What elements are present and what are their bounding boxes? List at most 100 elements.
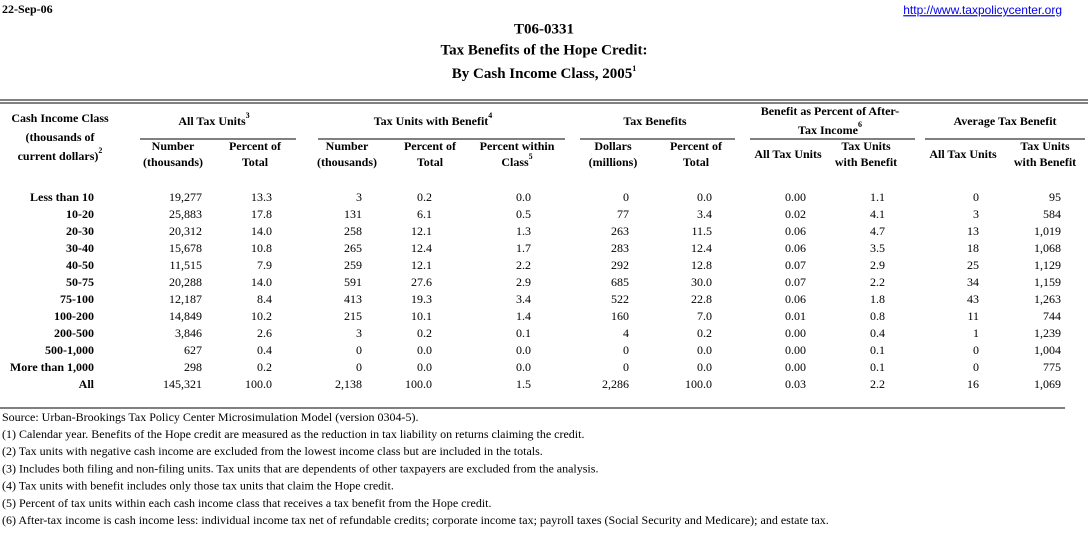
row-label: More than 1,000 [10, 360, 94, 374]
column-header: Total [417, 155, 444, 169]
column-header-text: (thousands) [317, 155, 377, 169]
cell: 3.4 [516, 292, 531, 306]
column-header-text: Percent of [404, 139, 457, 153]
cell: 0.4 [870, 326, 885, 340]
column-header-text: Number [326, 139, 369, 153]
cell: 1,019 [1034, 224, 1061, 238]
column-header-text: Number [152, 139, 195, 153]
cell: 2.2 [516, 258, 531, 272]
row-label: All [79, 377, 95, 391]
website-link[interactable]: http://www.taxpolicycenter.org [903, 3, 1062, 17]
cell: 1,263 [1034, 292, 1061, 306]
cell: 0.03 [785, 377, 806, 391]
cell: 0 [356, 360, 362, 374]
cell: 0.07 [785, 275, 806, 289]
row-header: Cash Income Class [11, 111, 109, 125]
column-header-text: Total [242, 155, 269, 169]
cell: 10.1 [411, 309, 432, 323]
cell: 1,159 [1034, 275, 1061, 289]
cell: 0.5 [516, 207, 531, 221]
group-header-text: Benefit as Percent of After- [761, 104, 900, 118]
footnote-marker: 4 [488, 111, 492, 120]
cell: 3.5 [870, 241, 885, 255]
cell: 0.06 [785, 224, 806, 238]
footnote-marker: 5 [529, 152, 533, 161]
cell: 0.00 [785, 190, 806, 204]
column-header-text: Dollars [594, 139, 632, 153]
cell: 2.6 [257, 326, 272, 340]
group-header-text: Tax Income [798, 123, 859, 137]
group-header-text: Average Tax Benefit [953, 114, 1056, 128]
column-header-text: Percent of [229, 139, 282, 153]
cell: 3 [356, 326, 362, 340]
cell: 0.06 [785, 241, 806, 255]
row-label: 200-500 [54, 326, 94, 340]
cell: 10.8 [251, 241, 272, 255]
footnote-marker: 3 [246, 111, 250, 120]
cell: 2.2 [870, 377, 885, 391]
column-header: Dollars [594, 139, 632, 153]
cell: 0.8 [870, 309, 885, 323]
row-label: 40-50 [66, 258, 94, 272]
cell: 1,129 [1034, 258, 1061, 272]
cell: 100.0 [685, 377, 712, 391]
title: Tax Benefits of the Hope Credit: [440, 42, 647, 58]
cell: 584 [1043, 207, 1061, 221]
group-header: Benefit as Percent of After- [761, 104, 900, 118]
cell: 0 [623, 190, 629, 204]
column-header-text: Total [683, 155, 710, 169]
cell: 1.1 [870, 190, 885, 204]
cell: 15,678 [169, 241, 202, 255]
cell: 25 [967, 258, 979, 272]
cell: 6.1 [417, 207, 432, 221]
footnote: Source: Urban-Brookings Tax Policy Cente… [2, 410, 419, 424]
subtitle: By Cash Income Class, 20051 [452, 64, 636, 83]
cell: 0.2 [417, 190, 432, 204]
column-header: Total [242, 155, 269, 169]
cell: 100.0 [245, 377, 272, 391]
cell: 0.0 [697, 190, 712, 204]
column-header-text: Total [417, 155, 444, 169]
row-label: 30-40 [66, 241, 94, 255]
cell: 2,138 [335, 377, 362, 391]
column-header: All Tax Units [929, 147, 997, 161]
column-header-text: Percent of [670, 139, 723, 153]
group-header: Tax Income6 [798, 120, 862, 137]
cell: 34 [967, 275, 979, 289]
row-header: (thousands of [25, 130, 95, 144]
cell: 0.0 [516, 360, 531, 374]
cell: 12.8 [691, 258, 712, 272]
column-header: Percent of [229, 139, 282, 153]
footnote: (2) Tax units with negative cash income … [2, 444, 543, 458]
group-header: Tax Units with Benefit4 [374, 111, 493, 128]
cell: 19.3 [411, 292, 432, 306]
column-header-text: with Benefit [835, 155, 897, 169]
cell: 11.5 [691, 224, 712, 238]
footnote: (4) Tax units with benefit includes only… [2, 479, 394, 493]
cell: 265 [344, 241, 362, 255]
cell: 0.0 [697, 360, 712, 374]
column-header-text: with Benefit [1014, 155, 1076, 169]
cell: 12.1 [411, 224, 432, 238]
column-header: Tax Units [1020, 139, 1070, 153]
cell: 0 [623, 360, 629, 374]
cell: 11,515 [169, 258, 202, 272]
cell: 8.4 [257, 292, 272, 306]
cell: 2,286 [602, 377, 629, 391]
column-header-text: Tax Units [1020, 139, 1070, 153]
column-header: All Tax Units [754, 147, 822, 161]
cell: 0.0 [417, 343, 432, 357]
cell: 1,239 [1034, 326, 1061, 340]
column-header-text: All Tax Units [929, 147, 997, 161]
cell: 0.1 [870, 343, 885, 357]
cell: 16 [967, 377, 979, 391]
column-header: Number [326, 139, 369, 153]
cell: 3,846 [175, 326, 202, 340]
cell: 298 [184, 360, 202, 374]
cell: 744 [1043, 309, 1061, 323]
cell: 2.2 [870, 275, 885, 289]
cell: 18 [967, 241, 979, 255]
cell: 4.1 [870, 207, 885, 221]
cell: 25,883 [169, 207, 202, 221]
